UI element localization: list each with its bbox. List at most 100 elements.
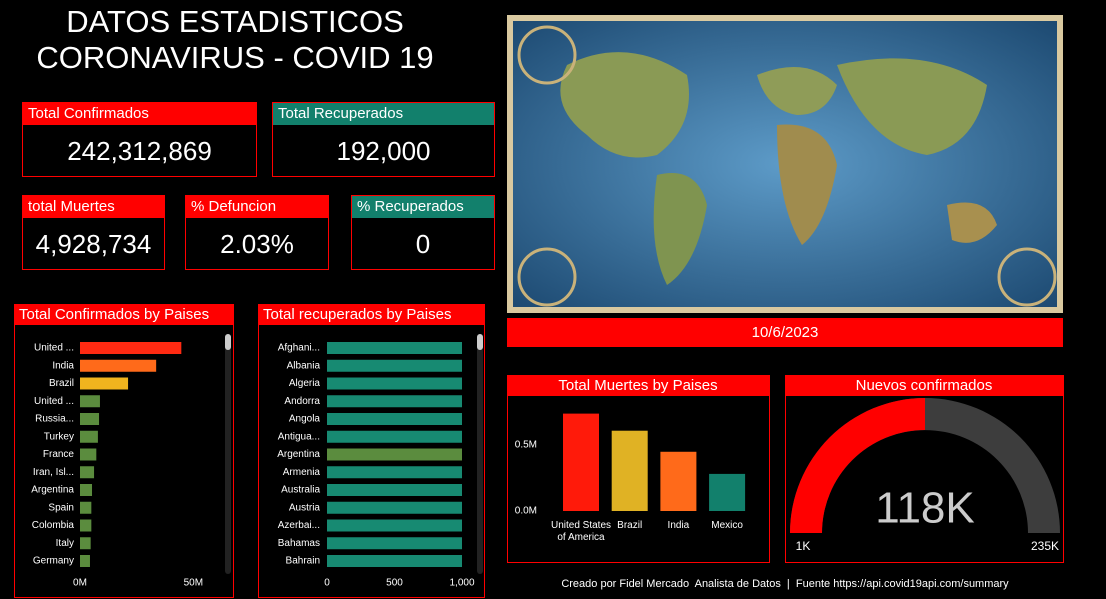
bar [80,519,92,532]
kpi-card: Total Recuperados 192,000 [272,102,495,177]
continent [653,173,707,285]
y-tick-label: Germany [33,556,74,567]
bar [563,413,599,511]
kpi-value: 0 [415,229,431,259]
scrollbar [477,334,483,574]
bar [80,342,182,354]
y-tick-label: Angola [289,414,321,425]
y-tick-label: Brazil [49,378,74,389]
bar [327,430,462,443]
title-line: CORONAVIRUS - COVID 19 [36,40,434,75]
y-tick-label: Austria [289,502,321,513]
y-tick-label: Spain [48,502,74,513]
scrollbar [225,334,231,574]
world-map [507,15,1063,313]
bar [709,473,746,511]
kpi-value: 242,312,869 [67,136,212,166]
x-tick-label: 0M [73,578,87,589]
scroll-handle [225,334,231,350]
kpi-title: % Recuperados [352,196,494,218]
kpi-title: % Defuncion [186,196,328,218]
y-tick-label: Russia... [35,414,74,425]
y-tick-label: 0.0M [515,506,537,517]
bar [80,448,97,461]
scroll-handle [477,334,483,350]
x-tick-label: 50M [184,578,203,589]
bar [80,430,98,443]
x-tick-label: India [667,520,690,531]
y-tick-label: Azerbai... [278,520,320,531]
y-tick-label: Algeria [289,378,321,389]
footer: Creado por Fidel Mercado Analista de Dat… [561,578,1009,590]
panel-header [785,375,1064,396]
y-tick-label: Argentina [277,449,320,460]
bar [80,555,90,567]
bar [327,377,462,390]
compass [517,25,577,85]
bar [327,555,462,567]
bar [327,359,462,372]
bar [327,484,462,496]
date-bar: 10/6/2023 [507,318,1063,347]
panel-title: Total recuperados by Paises [263,306,451,323]
bar [327,537,462,550]
gauge-tick-label: 1K [796,539,811,553]
y-tick-label: India [52,360,74,371]
x-tick-label: 0 [324,578,330,589]
bar [327,501,462,514]
y-tick-label: Albania [287,360,321,371]
kpi-card: Total Confirmados 242,312,869 [22,102,257,177]
bar [327,342,462,354]
bar [327,448,462,461]
continent [777,124,837,245]
panel-title: Total Confirmados by Paises [19,306,209,323]
panel-header [258,304,485,325]
x-tick-label: United States of America [550,520,612,543]
bar [80,537,91,550]
y-tick-label: Turkey [44,431,74,442]
bar [80,466,95,479]
panel-header [507,375,770,396]
kpi-title: total Muertes [23,196,164,218]
bar [80,377,129,390]
y-tick-label: United ... [34,396,74,407]
x-tick-label: 500 [386,578,403,589]
bar [80,359,157,372]
y-tick-label: Bahamas [278,538,320,549]
kpi-title: Total Confirmados [23,103,256,125]
continent [757,67,837,115]
x-tick-label: Mexico [711,520,743,531]
compass [517,247,577,307]
kpi-value: 192,000 [336,136,431,166]
y-tick-label: 0.5M [515,439,537,450]
panel-header [14,304,234,325]
kpi-value: 2.03% [220,229,294,259]
gauge-value [790,398,925,533]
bar [80,395,100,408]
panel-title: Total Muertes by Paises [558,377,717,394]
bar [327,466,462,479]
y-tick-label: Andorra [284,396,320,407]
y-tick-label: United ... [34,343,74,354]
x-tick-label: 1,000 [449,578,474,589]
bar [80,484,93,496]
x-tick-label: Brazil [617,520,643,531]
bar [327,413,462,425]
bar [80,501,92,514]
compass [997,247,1057,307]
y-tick-label: Afghani... [278,343,320,354]
y-tick-label: France [43,449,75,460]
kpi-card: % Recuperados 0 [351,195,495,270]
y-tick-label: Italy [56,538,74,549]
bar [660,451,697,511]
title-line: DATOS ESTADISTICOS [66,4,404,39]
kpi-card: total Muertes 4,928,734 [22,195,165,270]
y-tick-label: Australia [281,485,320,496]
kpi-title: Total Recuperados [273,103,494,125]
bar [611,430,648,511]
bar [80,413,100,425]
continent [837,58,987,156]
kpi-value: 4,928,734 [35,229,152,259]
